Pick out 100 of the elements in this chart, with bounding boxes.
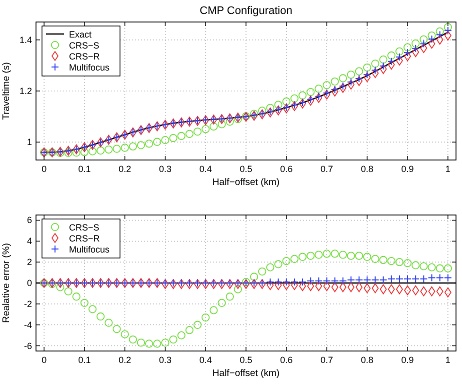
point xyxy=(161,136,170,144)
point xyxy=(331,86,338,96)
point xyxy=(104,318,113,327)
point xyxy=(226,279,234,287)
point xyxy=(177,279,186,287)
point xyxy=(306,95,315,104)
point xyxy=(395,258,404,266)
point xyxy=(194,279,202,287)
point xyxy=(298,98,307,106)
point xyxy=(428,286,436,296)
x-tick-label: 0.6 xyxy=(280,164,293,174)
point xyxy=(306,252,315,260)
point xyxy=(322,276,331,285)
x-tick-label: 0.8 xyxy=(360,164,374,174)
point xyxy=(428,31,436,40)
y-axis-title: Realative error (%) xyxy=(1,243,12,323)
y-tick-label: -6 xyxy=(24,340,32,351)
point xyxy=(363,63,372,72)
point xyxy=(379,256,388,264)
point xyxy=(436,27,444,36)
point xyxy=(420,35,428,44)
point xyxy=(355,252,364,260)
y-tick-label: 0 xyxy=(26,278,32,288)
point xyxy=(128,335,137,344)
point xyxy=(412,44,420,52)
point xyxy=(355,74,364,82)
y-tick-label: 1.2 xyxy=(19,86,32,96)
point xyxy=(314,92,323,100)
point xyxy=(436,30,444,39)
point xyxy=(420,274,428,283)
legend-label: CRS−S xyxy=(69,40,100,50)
point xyxy=(428,35,436,44)
point xyxy=(412,39,420,48)
point xyxy=(72,148,80,157)
point xyxy=(379,56,388,64)
point xyxy=(226,118,234,126)
point xyxy=(322,89,331,98)
point xyxy=(314,250,323,259)
point xyxy=(387,51,396,60)
x-tick-label: 0.8 xyxy=(360,355,374,365)
point xyxy=(444,30,452,40)
point xyxy=(339,282,346,292)
point xyxy=(355,67,364,76)
point xyxy=(202,125,210,134)
point xyxy=(226,292,234,301)
point xyxy=(202,313,210,322)
point xyxy=(371,276,380,284)
point xyxy=(338,82,347,90)
point xyxy=(420,40,428,48)
x-tick-label: 1 xyxy=(445,164,450,174)
x-tick-label: 0.3 xyxy=(158,355,172,365)
point xyxy=(290,278,298,286)
point xyxy=(444,264,452,272)
point xyxy=(298,91,307,100)
point xyxy=(282,97,290,106)
legend-label: Multifocus xyxy=(69,62,110,72)
legend-label: Multifocus xyxy=(69,244,110,254)
point xyxy=(258,267,266,276)
point xyxy=(153,340,162,348)
point xyxy=(387,57,396,66)
point xyxy=(371,254,380,263)
point xyxy=(161,279,170,287)
point xyxy=(338,74,347,82)
point xyxy=(444,274,452,282)
x-axis-title: Half−offset (km) xyxy=(212,368,280,379)
point xyxy=(193,128,202,136)
point xyxy=(274,100,282,109)
point xyxy=(403,43,412,52)
point xyxy=(330,250,339,258)
point xyxy=(355,276,364,284)
y-tick-label: 1 xyxy=(26,137,32,148)
point xyxy=(72,292,80,301)
point xyxy=(436,274,444,282)
point xyxy=(145,340,154,348)
x-tick-label: 0.3 xyxy=(158,164,172,174)
point xyxy=(388,284,395,294)
point xyxy=(323,281,330,292)
point xyxy=(88,147,97,156)
point xyxy=(177,132,186,140)
point xyxy=(444,23,452,32)
x-tick-label: 0.9 xyxy=(401,355,414,365)
point xyxy=(274,260,282,268)
point xyxy=(346,252,356,260)
point xyxy=(331,282,338,292)
point xyxy=(161,338,170,347)
point xyxy=(112,324,121,334)
point xyxy=(380,64,387,74)
point xyxy=(210,306,218,314)
point xyxy=(250,272,258,281)
point xyxy=(210,279,218,287)
point xyxy=(387,274,396,283)
point xyxy=(169,279,178,287)
legend-label: CRS−R xyxy=(69,52,100,62)
x-tick-label: 0.5 xyxy=(240,164,252,174)
point xyxy=(356,282,363,292)
point xyxy=(298,278,307,286)
y-tick-label: 1.4 xyxy=(19,34,32,45)
point xyxy=(404,48,412,57)
y-tick-label: -4 xyxy=(24,320,32,330)
point xyxy=(403,259,412,268)
